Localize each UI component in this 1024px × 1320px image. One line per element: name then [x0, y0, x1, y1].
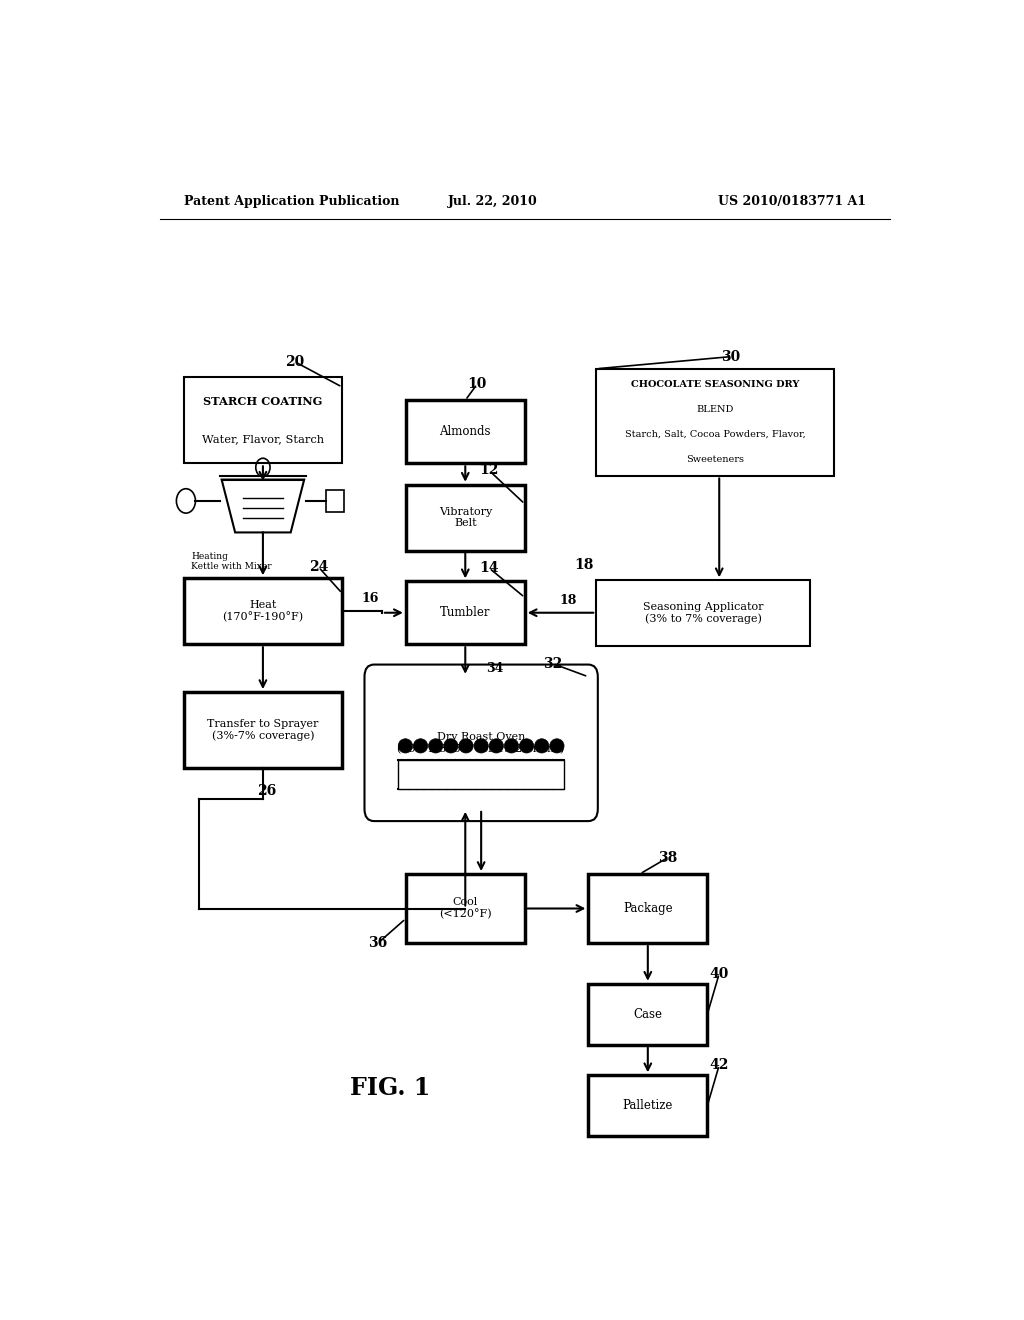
Text: Heat
(170°F-190°F): Heat (170°F-190°F)	[222, 601, 303, 623]
Text: BLEND: BLEND	[696, 405, 734, 414]
Ellipse shape	[429, 739, 442, 752]
Text: Vibratory
Belt: Vibratory Belt	[438, 507, 492, 528]
Text: Heating
Kettle with Mixer: Heating Kettle with Mixer	[191, 552, 272, 572]
Polygon shape	[221, 479, 304, 532]
Text: FIG. 1: FIG. 1	[350, 1076, 430, 1101]
Text: 18: 18	[574, 558, 594, 572]
Text: 38: 38	[658, 850, 677, 865]
Text: Seasoning Applicator
(3% to 7% coverage): Seasoning Applicator (3% to 7% coverage)	[643, 602, 764, 624]
Text: Sweeteners: Sweeteners	[686, 455, 744, 463]
Ellipse shape	[504, 739, 518, 752]
Text: 40: 40	[710, 966, 729, 981]
Text: Package: Package	[623, 902, 673, 915]
Ellipse shape	[489, 739, 504, 752]
Bar	[596, 368, 835, 475]
Text: CHOCOLATE SEASONING DRY: CHOCOLATE SEASONING DRY	[631, 380, 800, 389]
Text: STARCH COATING: STARCH COATING	[203, 396, 323, 407]
Text: Almonds: Almonds	[439, 425, 492, 438]
Bar	[406, 874, 524, 942]
Text: 36: 36	[369, 936, 388, 950]
Text: 20: 20	[285, 355, 304, 368]
Bar	[397, 760, 564, 788]
Text: 12: 12	[479, 463, 499, 478]
Text: Starch, Salt, Cocoa Powders, Flavor,: Starch, Salt, Cocoa Powders, Flavor,	[625, 430, 806, 440]
Ellipse shape	[535, 739, 549, 752]
FancyBboxPatch shape	[365, 664, 598, 821]
Bar	[596, 581, 811, 647]
Text: 10: 10	[468, 378, 486, 391]
Text: Palletize: Palletize	[623, 1100, 673, 1113]
Ellipse shape	[550, 739, 564, 752]
Text: Dry Roast Oven
(295°F-315°F for 15-20 mins): Dry Roast Oven (295°F-315°F for 15-20 mi…	[397, 731, 565, 754]
Text: Cool
(<120°F): Cool (<120°F)	[439, 898, 492, 920]
Text: Jul. 22, 2010: Jul. 22, 2010	[449, 194, 538, 207]
Text: 16: 16	[361, 591, 379, 605]
Bar	[183, 578, 342, 644]
Bar	[327, 490, 344, 512]
Bar	[406, 400, 524, 463]
Text: US 2010/0183771 A1: US 2010/0183771 A1	[718, 194, 866, 207]
Ellipse shape	[443, 739, 458, 752]
Ellipse shape	[519, 739, 534, 752]
Text: 18: 18	[560, 594, 578, 607]
Bar	[406, 581, 524, 644]
Bar	[588, 874, 708, 942]
Ellipse shape	[414, 739, 428, 752]
Text: Patent Application Publication: Patent Application Publication	[183, 194, 399, 207]
Bar	[406, 484, 524, 550]
Bar	[183, 692, 342, 768]
Bar	[183, 378, 342, 463]
Text: 34: 34	[486, 663, 504, 675]
Bar	[588, 1076, 708, 1137]
Ellipse shape	[474, 739, 488, 752]
Bar	[588, 983, 708, 1044]
Text: Tumbler: Tumbler	[440, 606, 490, 619]
Text: 42: 42	[710, 1059, 729, 1072]
Text: 30: 30	[722, 350, 740, 363]
Text: 26: 26	[257, 784, 276, 797]
Text: 24: 24	[309, 560, 328, 574]
Text: Transfer to Sprayer
(3%-7% coverage): Transfer to Sprayer (3%-7% coverage)	[207, 719, 318, 742]
Text: Case: Case	[633, 1007, 663, 1020]
Text: 32: 32	[543, 656, 562, 671]
Ellipse shape	[398, 739, 413, 752]
Text: Water, Flavor, Starch: Water, Flavor, Starch	[202, 434, 324, 444]
Ellipse shape	[459, 739, 473, 752]
Text: 14: 14	[479, 561, 499, 576]
